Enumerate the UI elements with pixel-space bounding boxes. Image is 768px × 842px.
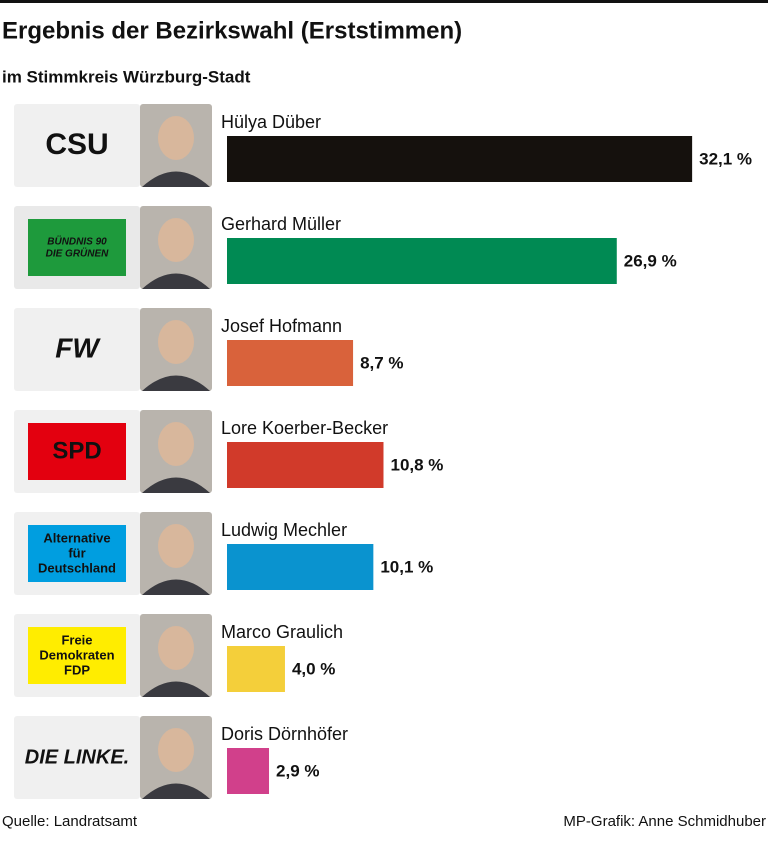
party-logo-text: BÜNDNIS 90 (47, 235, 107, 248)
candidate-name: Josef Hofmann (221, 316, 342, 336)
party-logo-text: DIE LINKE. (25, 746, 129, 768)
logo-panel (14, 104, 140, 187)
value-label: 2,9 % (276, 761, 319, 780)
party-logo-text: Demokraten (39, 647, 114, 662)
bar (227, 646, 285, 692)
party-logo-text: FDP (64, 662, 90, 677)
chart-subtitle: im Stimmkreis Würzburg-Stadt (2, 67, 251, 86)
photo-head (158, 524, 194, 568)
photo-head (158, 320, 194, 364)
party-logo-text: CSU (45, 128, 108, 161)
party-logo-text: SPD (52, 437, 101, 464)
photo-body (142, 681, 210, 697)
candidate-name: Ludwig Mechler (221, 520, 347, 540)
photo-body (142, 579, 210, 595)
photo-body (142, 375, 210, 391)
logo-box (28, 219, 126, 276)
logo-box (28, 627, 126, 684)
logo-panel (14, 308, 140, 391)
photo-body (142, 783, 210, 799)
photo-head (158, 218, 194, 262)
value-label: 10,8 % (390, 455, 443, 474)
candidate-name: Lore Koerber-Becker (221, 418, 388, 438)
party-logo-text: Freie (61, 632, 92, 647)
bar (227, 442, 384, 488)
photo-head (158, 626, 194, 670)
bar (227, 544, 374, 590)
value-label: 26,9 % (624, 251, 677, 270)
party-logo-text: FW (55, 332, 101, 363)
logo-box (28, 423, 126, 480)
bar (227, 238, 617, 284)
candidate-name: Hülya Düber (221, 112, 321, 132)
bar (227, 340, 354, 386)
candidate-name: Gerhard Müller (221, 214, 341, 234)
candidate-name: Doris Dörnhöfer (221, 724, 348, 744)
bar (227, 748, 270, 794)
photo-body (142, 273, 210, 289)
bar (227, 136, 693, 182)
logo-panel (14, 716, 140, 799)
party-logo-text: für (68, 545, 85, 560)
party-logo-text: Alternative (43, 530, 110, 545)
photo-body (142, 171, 210, 187)
value-label: 32,1 % (699, 149, 752, 168)
photo-head (158, 422, 194, 466)
party-logo-text: Deutschland (38, 560, 116, 575)
value-label: 8,7 % (360, 353, 403, 372)
party-logo-text: DIE GRÜNEN (46, 247, 110, 260)
photo-body (142, 477, 210, 493)
photo-head (158, 728, 194, 772)
source: Quelle: Landratsamt (2, 813, 138, 830)
candidate-name: Marco Graulich (221, 622, 343, 642)
value-label: 10,1 % (380, 557, 433, 576)
photo-head (158, 116, 194, 160)
logo-box (28, 525, 126, 582)
chart-title: Ergebnis der Bezirkswahl (Erststimmen) (2, 17, 462, 44)
top-rule (0, 0, 768, 3)
credit: MP-Grafik: Anne Schmidhuber (563, 813, 766, 830)
value-label: 4,0 % (292, 659, 335, 678)
